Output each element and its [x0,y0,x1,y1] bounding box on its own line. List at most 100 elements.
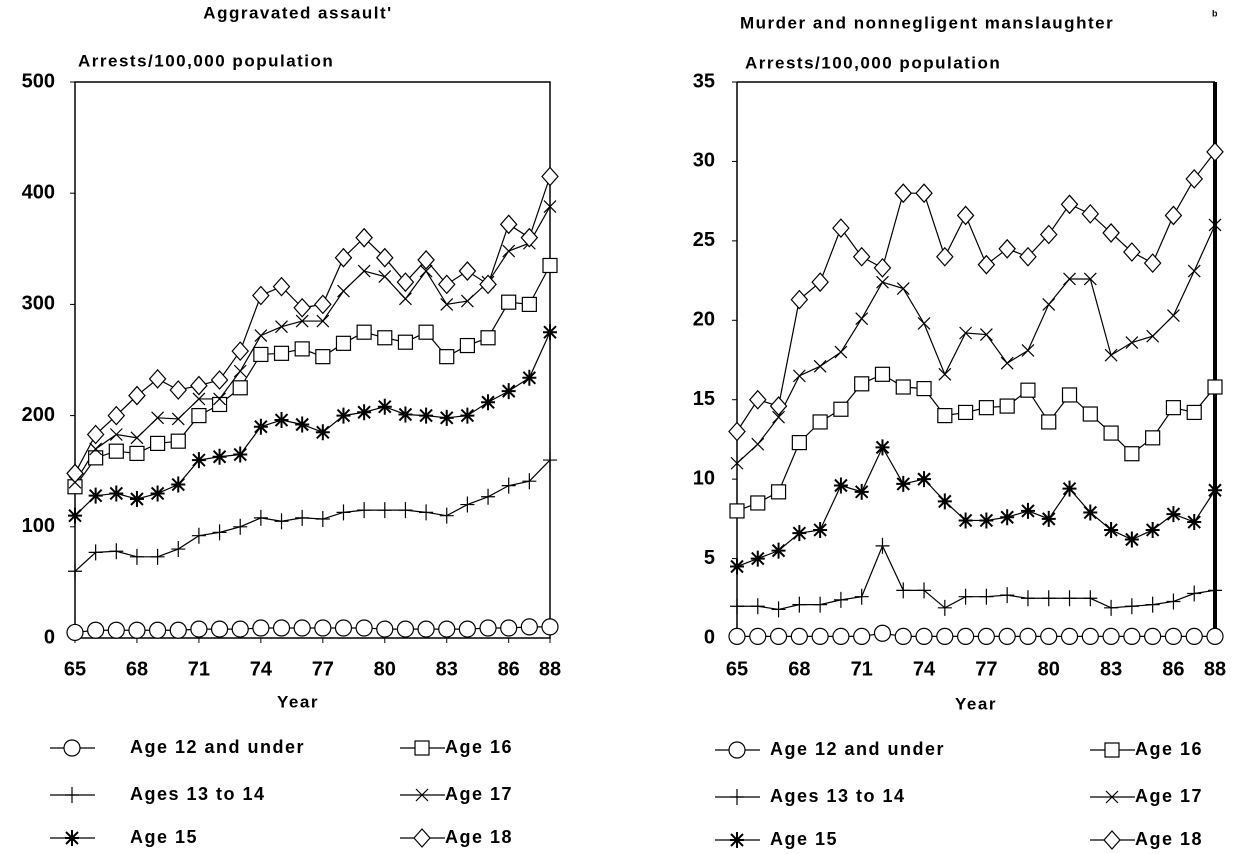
y-axis-label: Arrests/100,000 population [745,53,1001,72]
data-marker [915,183,933,204]
y-axis-label: Arrests/100,000 population [78,51,334,70]
data-marker [999,398,1015,414]
data-marker [437,274,456,295]
data-marker [1081,203,1100,224]
data-marker [440,297,454,311]
data-marker [1081,627,1099,646]
data-marker [1060,627,1079,646]
data-marker [1187,585,1202,602]
data-marker [958,588,973,605]
data-marker [1207,379,1223,395]
y-tick-label: 5 [704,547,715,569]
data-marker [1123,627,1141,646]
legend-marker [413,828,431,848]
data-marker [148,369,167,389]
data-marker [876,275,889,289]
data-marker [272,619,291,637]
data-marker [502,244,516,258]
data-marker [376,620,394,638]
data-marker [1208,582,1222,599]
data-marker [377,398,392,415]
data-marker [543,200,557,213]
data-marker [853,627,871,646]
data-marker [896,282,910,295]
data-marker [315,349,331,365]
data-marker [171,476,186,493]
data-marker [812,414,828,430]
data-marker [419,264,433,278]
data-marker [1124,446,1140,462]
y-tick-label: 300 [22,293,55,315]
x-tick-label: 74 [250,658,273,680]
legend-label: Age 17 [445,784,513,804]
x-tick-label: 80 [374,658,396,680]
data-marker [396,620,415,638]
data-marker [1123,242,1141,262]
legend-label: Ages 13 to 14 [770,786,906,806]
data-marker [1082,406,1098,422]
data-marker [460,496,475,513]
data-marker [1103,425,1119,441]
data-marker [109,543,124,560]
data-marker [191,408,207,424]
data-marker [1000,509,1015,526]
data-marker [149,621,167,639]
data-marker [771,542,786,559]
y-tick-label: 100 [22,515,55,537]
data-marker [875,537,890,554]
data-marker [480,330,496,346]
legend-label: Age 17 [1135,786,1203,806]
data-marker [169,621,187,639]
data-marker [873,257,892,278]
data-marker [232,380,248,396]
data-marker [336,407,351,424]
data-marker [937,493,952,510]
x-tick-label: 88 [539,658,561,680]
y-tick-label: 200 [22,404,55,426]
data-marker [439,349,455,365]
data-marker [978,400,994,416]
data-marker [398,406,413,423]
title-note: b [1212,8,1218,18]
data-marker [419,504,434,521]
data-marker [1124,531,1139,548]
data-marker [231,620,249,638]
data-marker [792,369,806,383]
data-marker [500,619,518,637]
data-marker [357,404,372,421]
data-marker [750,550,765,567]
data-marker [1165,400,1182,416]
data-marker [520,227,539,248]
data-marker [231,341,250,362]
data-marker [834,345,848,359]
data-marker [854,588,869,605]
data-marker [750,598,765,615]
legend-marker [415,788,429,802]
data-marker [1102,627,1120,646]
data-marker [854,483,869,500]
data-marker [68,507,82,524]
data-marker [252,619,270,637]
data-marker [1021,344,1035,357]
series-line [736,373,1216,512]
data-marker [315,511,330,528]
data-marker [439,409,454,426]
data-marker [129,445,145,462]
data-marker [1104,599,1119,616]
data-marker [274,412,289,429]
data-marker [915,627,933,646]
x-tick-label: 71 [851,658,873,680]
data-marker [959,326,973,340]
data-marker [769,396,788,416]
data-marker [1040,627,1058,646]
data-marker [438,620,456,638]
data-marker [728,627,746,646]
data-marker [977,627,995,646]
data-marker [998,627,1016,646]
data-marker [439,507,454,524]
data-marker [542,257,558,274]
data-marker [1166,593,1181,610]
data-marker [813,359,827,373]
data-marker [253,418,268,435]
